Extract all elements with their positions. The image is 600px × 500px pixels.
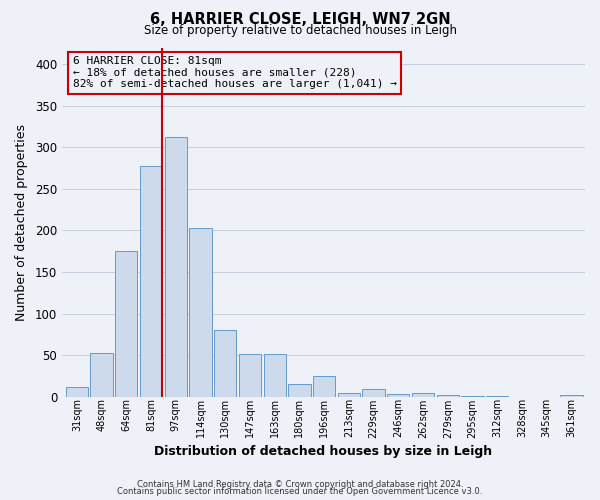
Bar: [461, 396, 484, 397]
Bar: [115, 252, 137, 397]
Bar: [338, 392, 360, 397]
Text: 6, HARRIER CLOSE, LEIGH, WN7 2GN: 6, HARRIER CLOSE, LEIGH, WN7 2GN: [149, 12, 451, 28]
Bar: [140, 166, 162, 397]
Y-axis label: Number of detached properties: Number of detached properties: [15, 124, 28, 320]
Bar: [486, 396, 508, 397]
Bar: [190, 228, 212, 397]
Bar: [437, 395, 459, 397]
Bar: [560, 395, 583, 397]
X-axis label: Distribution of detached houses by size in Leigh: Distribution of detached houses by size …: [154, 444, 493, 458]
Text: Contains HM Land Registry data © Crown copyright and database right 2024.: Contains HM Land Registry data © Crown c…: [137, 480, 463, 489]
Text: Size of property relative to detached houses in Leigh: Size of property relative to detached ho…: [143, 24, 457, 37]
Bar: [387, 394, 409, 397]
Text: 6 HARRIER CLOSE: 81sqm
← 18% of detached houses are smaller (228)
82% of semi-de: 6 HARRIER CLOSE: 81sqm ← 18% of detached…: [73, 56, 397, 90]
Bar: [214, 330, 236, 397]
Bar: [263, 354, 286, 397]
Bar: [362, 390, 385, 397]
Text: Contains public sector information licensed under the Open Government Licence v3: Contains public sector information licen…: [118, 487, 482, 496]
Bar: [66, 387, 88, 397]
Bar: [164, 138, 187, 397]
Bar: [313, 376, 335, 397]
Bar: [239, 354, 261, 397]
Bar: [412, 392, 434, 397]
Bar: [288, 384, 311, 397]
Bar: [91, 352, 113, 397]
